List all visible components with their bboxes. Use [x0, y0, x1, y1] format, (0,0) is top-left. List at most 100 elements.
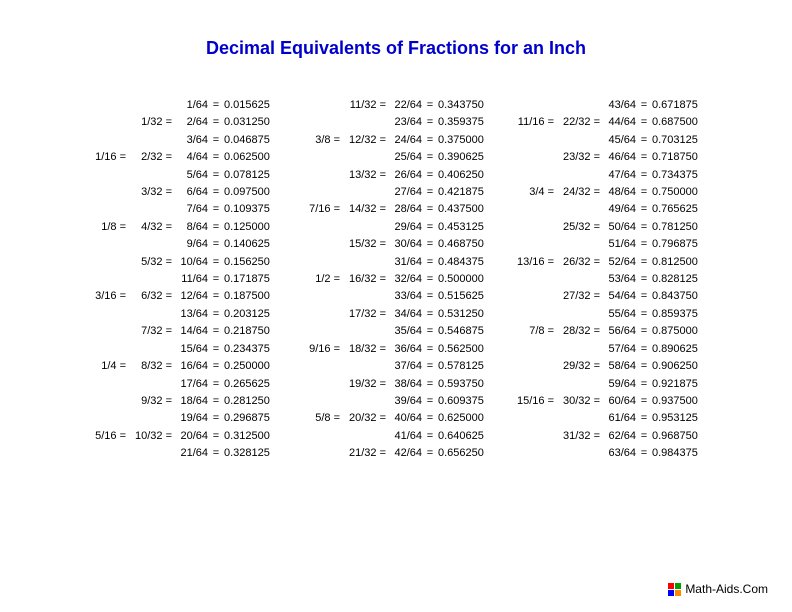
fraction-32 — [554, 306, 600, 323]
equals-sign: = — [636, 393, 652, 410]
decimal-value: 0.984375 — [652, 445, 706, 462]
table-row: 33/64=0.515625 — [300, 288, 492, 305]
fraction-16: 15/16 = — [514, 393, 554, 410]
fraction-32 — [554, 341, 600, 358]
equals-sign: = — [422, 184, 438, 201]
fraction-16 — [300, 393, 340, 410]
fraction-32: 3/32 = — [126, 184, 172, 201]
table-row: 29/32 =58/64=0.906250 — [514, 358, 706, 375]
table-row: 7/64=0.109375 — [86, 201, 278, 218]
fraction-32: 11/32 = — [340, 97, 386, 114]
fraction-16: 7/8 = — [514, 323, 554, 340]
equals-sign: = — [636, 167, 652, 184]
fraction-32: 20/32 = — [340, 410, 386, 427]
table-row: 5/8 =20/32 =40/64=0.625000 — [300, 410, 492, 427]
table-row: 1/4 =8/32 =16/64=0.250000 — [86, 358, 278, 375]
equals-sign: = — [636, 132, 652, 149]
fraction-32: 25/32 = — [554, 219, 600, 236]
decimal-value: 0.687500 — [652, 114, 706, 131]
fraction-64: 59/64 — [600, 376, 636, 393]
fraction-16 — [86, 445, 126, 462]
fraction-16 — [300, 254, 340, 271]
table-row: 51/64=0.796875 — [514, 236, 706, 253]
table-row: 35/64=0.546875 — [300, 323, 492, 340]
table-row: 55/64=0.859375 — [514, 306, 706, 323]
decimal-value: 0.109375 — [224, 201, 278, 218]
table-row: 7/16 =14/32 =28/64=0.437500 — [300, 201, 492, 218]
equals-sign: = — [636, 271, 652, 288]
equals-sign: = — [208, 254, 224, 271]
fraction-64: 53/64 — [600, 271, 636, 288]
fraction-64: 16/64 — [172, 358, 208, 375]
decimal-value: 0.968750 — [652, 428, 706, 445]
fraction-64: 22/64 — [386, 97, 422, 114]
fraction-64: 52/64 — [600, 254, 636, 271]
equals-sign: = — [422, 271, 438, 288]
fraction-64: 19/64 — [172, 410, 208, 427]
decimal-value: 0.906250 — [652, 358, 706, 375]
table-row: 27/64=0.421875 — [300, 184, 492, 201]
fraction-16: 1/2 = — [300, 271, 340, 288]
fraction-64: 28/64 — [386, 201, 422, 218]
decimal-value: 0.843750 — [652, 288, 706, 305]
decimal-value: 0.812500 — [652, 254, 706, 271]
equals-sign: = — [422, 149, 438, 166]
table-row: 59/64=0.921875 — [514, 376, 706, 393]
table-row: 9/32 =18/64=0.281250 — [86, 393, 278, 410]
fraction-64: 41/64 — [386, 428, 422, 445]
fraction-32: 31/32 = — [554, 428, 600, 445]
fraction-64: 45/64 — [600, 132, 636, 149]
table-row: 45/64=0.703125 — [514, 132, 706, 149]
fraction-32: 4/32 = — [126, 219, 172, 236]
fraction-16 — [514, 219, 554, 236]
table-row: 31/32 =62/64=0.968750 — [514, 428, 706, 445]
equals-sign: = — [636, 254, 652, 271]
fraction-16: 9/16 = — [300, 341, 340, 358]
fraction-64: 47/64 — [600, 167, 636, 184]
fraction-64: 34/64 — [386, 306, 422, 323]
fraction-16 — [514, 201, 554, 218]
equals-sign: = — [422, 393, 438, 410]
table-row: 5/64=0.078125 — [86, 167, 278, 184]
fraction-16 — [300, 97, 340, 114]
equals-sign: = — [422, 358, 438, 375]
fraction-64: 58/64 — [600, 358, 636, 375]
equals-sign: = — [208, 323, 224, 340]
fraction-16 — [300, 288, 340, 305]
table-row: 63/64=0.984375 — [514, 445, 706, 462]
fraction-32: 7/32 = — [126, 323, 172, 340]
fraction-16 — [514, 97, 554, 114]
decimal-value: 0.468750 — [438, 236, 492, 253]
fraction-32: 5/32 = — [126, 254, 172, 271]
fraction-16 — [514, 428, 554, 445]
equals-sign: = — [636, 323, 652, 340]
fraction-16: 1/8 = — [86, 219, 126, 236]
equals-sign: = — [636, 376, 652, 393]
decimal-value: 0.281250 — [224, 393, 278, 410]
fraction-64: 17/64 — [172, 376, 208, 393]
fraction-64: 9/64 — [172, 236, 208, 253]
decimal-value: 0.203125 — [224, 306, 278, 323]
fraction-64: 6/64 — [172, 184, 208, 201]
fraction-64: 31/64 — [386, 254, 422, 271]
decimal-value: 0.078125 — [224, 167, 278, 184]
fraction-16: 5/16 = — [86, 428, 126, 445]
decimal-value: 0.625000 — [438, 410, 492, 427]
equals-sign: = — [636, 445, 652, 462]
decimal-value: 0.484375 — [438, 254, 492, 271]
table-row: 25/32 =50/64=0.781250 — [514, 219, 706, 236]
fraction-32: 2/32 = — [126, 149, 172, 166]
decimal-value: 0.781250 — [652, 219, 706, 236]
fraction-32: 9/32 = — [126, 393, 172, 410]
fraction-64: 25/64 — [386, 149, 422, 166]
equals-sign: = — [422, 236, 438, 253]
fraction-32: 26/32 = — [554, 254, 600, 271]
fraction-64: 21/64 — [172, 445, 208, 462]
fraction-32 — [126, 167, 172, 184]
fraction-16 — [300, 219, 340, 236]
equals-sign: = — [208, 410, 224, 427]
decimal-value: 0.140625 — [224, 236, 278, 253]
table-row: 21/32 =42/64=0.656250 — [300, 445, 492, 462]
fraction-16 — [86, 410, 126, 427]
fraction-64: 33/64 — [386, 288, 422, 305]
